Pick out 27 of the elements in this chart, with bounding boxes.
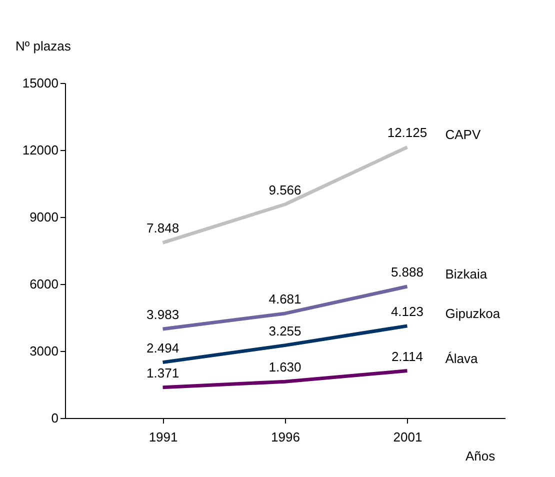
data-label: 1.630	[268, 360, 302, 375]
data-label: 4.123	[390, 304, 424, 319]
data-label: 2.494	[146, 340, 180, 356]
data-label: 12.125	[387, 125, 428, 140]
y-tick-label: 0	[51, 410, 58, 426]
data-label: 5.888	[390, 264, 424, 280]
x-axis-title: Años	[466, 448, 496, 464]
data-label: 7.848	[146, 220, 180, 236]
y-axis-title: Nº plazas	[16, 38, 72, 54]
data-label: 3.255	[268, 323, 302, 338]
data-label: 1.371	[146, 365, 180, 380]
text: CAPV	[445, 127, 481, 142]
y-tick-label: 9000	[30, 210, 58, 224]
data-label: 2.114	[391, 348, 424, 364]
text: Álava	[445, 350, 479, 366]
text: Gipuzkoa	[445, 306, 501, 321]
data-label: 4.681	[268, 291, 302, 306]
text: Bizkaia	[445, 266, 488, 282]
x-tick-label: 2001	[393, 430, 422, 444]
y-tick-label: 15000	[22, 76, 58, 90]
x-tick-label: 1991	[148, 430, 178, 444]
y-tick-label: 3000	[30, 344, 58, 358]
x-tick-label: 1996	[271, 430, 300, 444]
data-label: 9.566	[268, 182, 302, 198]
data-label: 3.983	[146, 307, 180, 322]
y-tick-label: 6000	[30, 276, 58, 292]
y-tick-label: 12000	[22, 142, 58, 158]
